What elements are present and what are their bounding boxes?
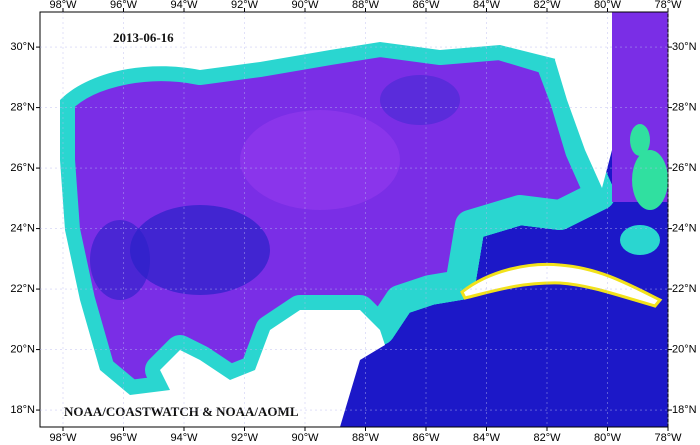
- dark-patch: [380, 75, 460, 125]
- map-frame: [39, 11, 669, 428]
- land: [460, 262, 663, 308]
- lat-label: 26°N: [672, 162, 697, 174]
- lat-label: 22°N: [672, 283, 697, 295]
- lon-label: 86°W: [412, 432, 440, 444]
- lon-label: 92°W: [231, 0, 259, 11]
- bank: [620, 225, 660, 255]
- lat-label: 20°N: [10, 343, 35, 355]
- lon-label: 86°W: [412, 0, 440, 11]
- lon-label: 82°W: [533, 0, 561, 11]
- imagery: [40, 12, 668, 427]
- bank: [630, 124, 650, 156]
- land: [555, 12, 612, 188]
- lon-label: 98°W: [49, 0, 77, 11]
- lon-label: 80°W: [594, 432, 622, 444]
- lon-label: 84°W: [473, 432, 501, 444]
- bank: [632, 150, 668, 210]
- lon-label: 96°W: [110, 432, 138, 444]
- dark-patch: [90, 220, 150, 300]
- lat-label: 20°N: [672, 343, 697, 355]
- lon-label: 98°W: [49, 432, 77, 444]
- lon-label: 94°W: [170, 432, 198, 444]
- lon-label: 80°W: [594, 0, 622, 11]
- lon-label: 96°W: [110, 0, 138, 11]
- lon-label: 84°W: [473, 0, 501, 11]
- land: [40, 100, 385, 427]
- lat-label: 26°N: [10, 162, 35, 174]
- lat-label: 30°N: [10, 41, 35, 53]
- lat-label: 18°N: [672, 404, 697, 416]
- lon-label: 90°W: [291, 0, 319, 11]
- lat-label: 22°N: [10, 283, 35, 295]
- lon-label: 82°W: [533, 432, 561, 444]
- lon-label: 88°W: [352, 0, 380, 11]
- lon-label: 94°W: [170, 0, 198, 11]
- light-patch: [240, 110, 400, 210]
- lat-label: 24°N: [672, 222, 697, 234]
- lat-label: 18°N: [10, 404, 35, 416]
- lon-label: 88°W: [352, 432, 380, 444]
- lon-label: 90°W: [291, 432, 319, 444]
- lon-label: 78°W: [654, 432, 682, 444]
- lat-label: 24°N: [10, 222, 35, 234]
- lat-label: 28°N: [10, 101, 35, 113]
- lat-label: 30°N: [672, 41, 697, 53]
- dark-patch: [130, 205, 270, 295]
- credit-label: NOAA/COASTWATCH & NOAA/AOML: [64, 404, 299, 419]
- lat-label: 28°N: [672, 101, 697, 113]
- lon-label: 78°W: [654, 0, 682, 11]
- lon-label: 92°W: [231, 432, 259, 444]
- land: [40, 12, 560, 100]
- date-label: 2013-06-16: [113, 30, 174, 45]
